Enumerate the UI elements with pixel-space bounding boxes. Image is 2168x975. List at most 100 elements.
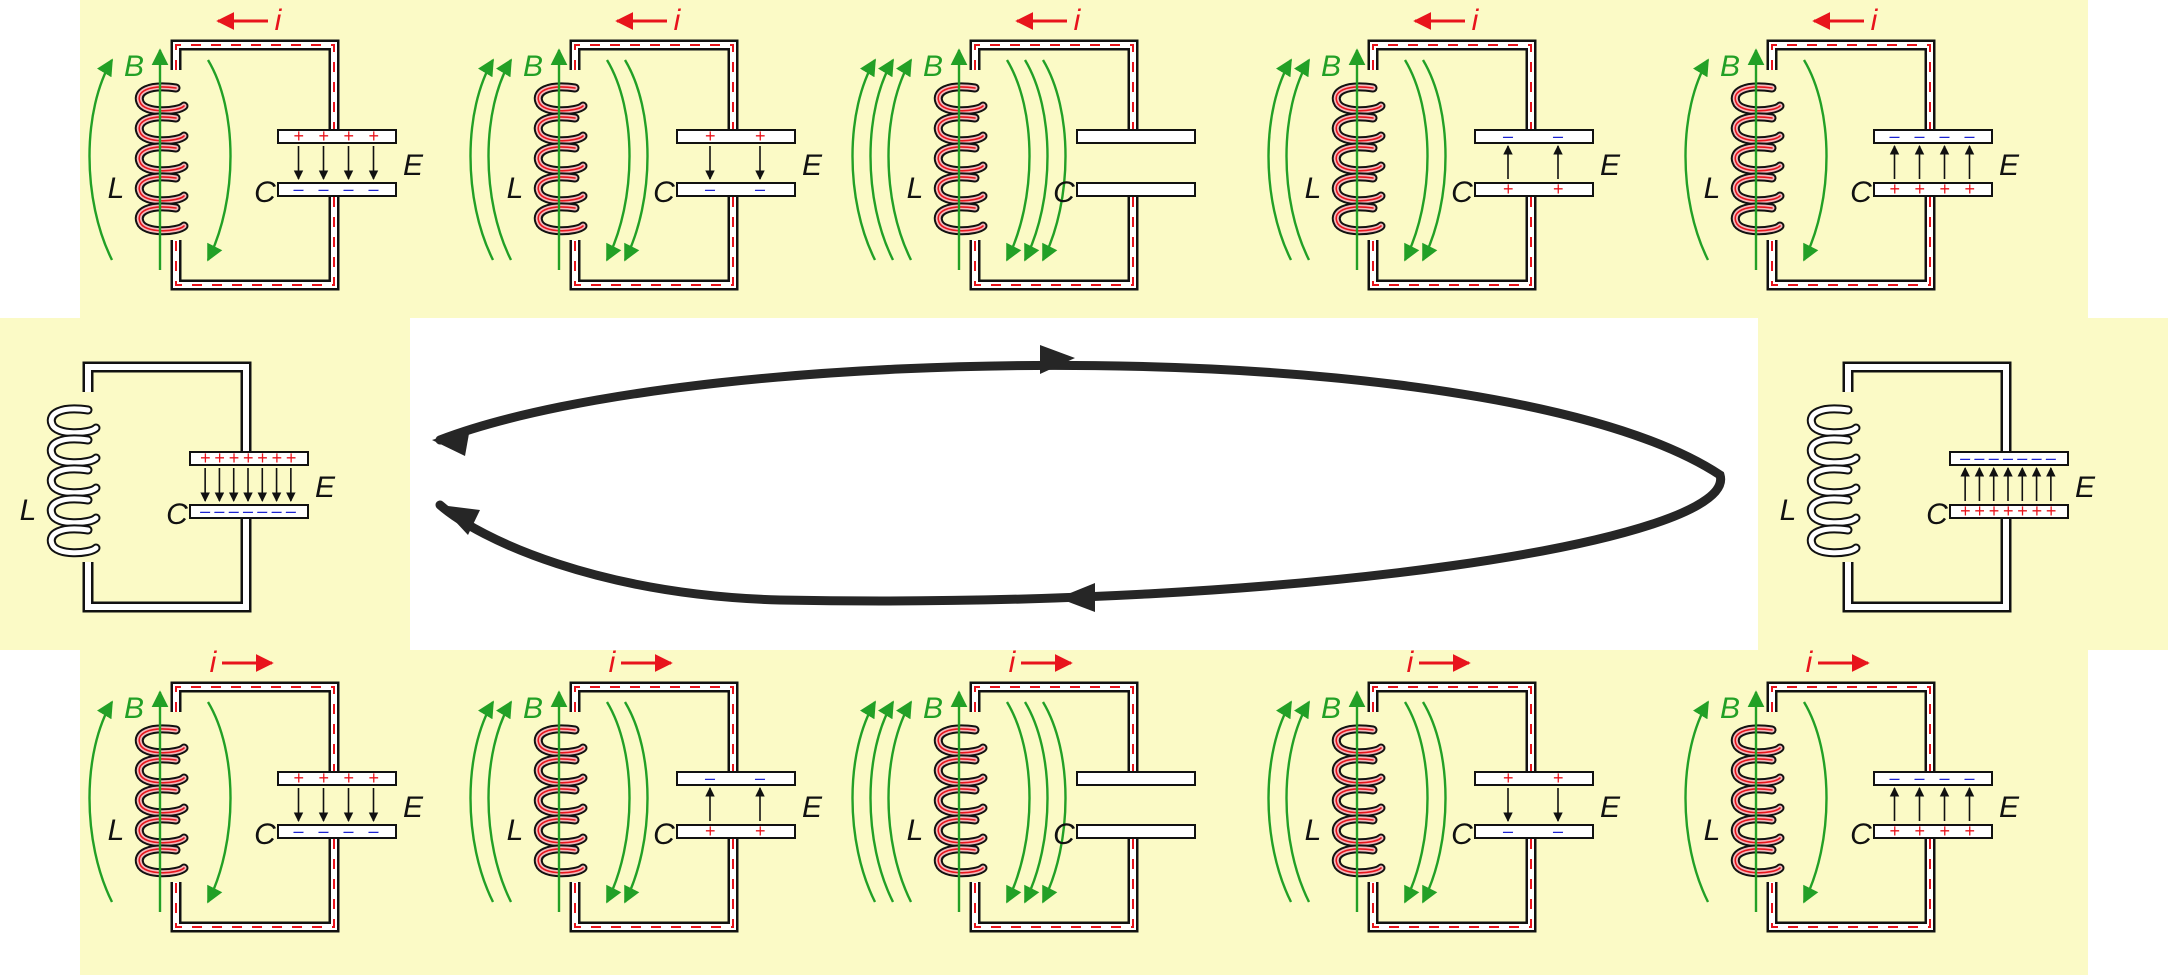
magnetic-field-lines <box>1684 690 1828 912</box>
charge-top: + <box>293 126 304 146</box>
current-label: i <box>1074 4 1082 37</box>
current-indicator: i <box>1413 4 1480 37</box>
charge-top: + <box>343 126 354 146</box>
capacitor: – + – + <box>676 768 796 841</box>
charge-top: – <box>1913 126 1925 146</box>
magnetic-field-lines <box>851 690 1067 912</box>
capacitor-plate-bottom <box>1949 504 2069 519</box>
capacitor: + – + – <box>676 126 796 199</box>
b-field-label: B <box>124 692 144 725</box>
capacitor-label: C <box>1451 818 1473 851</box>
current-indicator: i <box>1009 646 1073 679</box>
b-field-label: B <box>1321 50 1341 83</box>
e-field-label: E <box>403 791 424 824</box>
capacitor-label: C <box>254 818 276 851</box>
current-label: i <box>1407 646 1415 679</box>
b-field-label: B <box>923 692 943 725</box>
charge-top: – <box>1938 126 1950 146</box>
charge-bottom: – <box>199 501 211 521</box>
charge-top: + <box>1503 768 1514 788</box>
capacitor-label: C <box>1053 818 1075 851</box>
capacitor-plate-top <box>676 771 796 786</box>
charge-top: – <box>1973 448 1985 468</box>
bottom_row-circuit-0: B + – + – + – + – Ei L C <box>88 646 424 933</box>
inductor-coil <box>933 724 988 878</box>
capacitor-plate-top <box>1949 451 2069 466</box>
charge-top: – <box>2016 448 2028 468</box>
magnetic-field-lines <box>1684 48 1828 270</box>
charge-bottom: – <box>271 501 283 521</box>
capacitor-plate-top <box>1474 129 1594 144</box>
current-flow <box>1372 44 1532 286</box>
capacitor-plate-top <box>1873 129 1993 144</box>
current-flow <box>974 44 1134 286</box>
b-field-label: B <box>1720 50 1740 83</box>
side_states-circuit-0: +–+–+–+–+–+–+–EL C <box>20 361 336 613</box>
capacitor: – + – + – + – + – + – + – + <box>1949 448 2069 521</box>
charge-top: – <box>1913 768 1925 788</box>
inductor-label: L <box>1704 814 1721 847</box>
current-label: i <box>1009 646 1017 679</box>
charge-top: + <box>200 448 211 468</box>
charge-top: + <box>343 768 354 788</box>
current-label: i <box>1472 4 1480 37</box>
charge-top: – <box>704 768 716 788</box>
e-field-label: E <box>1600 791 1621 824</box>
current-label: i <box>1806 646 1814 679</box>
charge-bottom: + <box>1914 179 1925 199</box>
e-field-label: E <box>1999 791 2020 824</box>
capacitor: + – + – <box>1474 768 1594 841</box>
capacitor-plate-bottom <box>1873 824 1993 839</box>
current-label: i <box>609 646 617 679</box>
current-indicator: i <box>1015 4 1082 37</box>
current-indicator: i <box>615 4 682 37</box>
e-field-label: E <box>2075 471 2096 504</box>
current-indicator: i <box>210 646 274 679</box>
charge-bottom: – <box>242 501 254 521</box>
charge-bottom: – <box>1552 821 1564 841</box>
charge-top: + <box>228 448 239 468</box>
current-label: i <box>1871 4 1879 37</box>
charge-bottom: + <box>755 821 766 841</box>
capacitor: – + – + – + – + <box>1873 768 1993 841</box>
capacitor-plate-bottom <box>676 182 796 197</box>
capacitor-plate-top <box>676 129 796 144</box>
current-indicator: i <box>1812 4 1879 37</box>
capacitor <box>1076 771 1196 839</box>
charge-top: – <box>1552 126 1564 146</box>
capacitor-label: C <box>1850 818 1872 851</box>
cycle-ellipse <box>435 360 1726 606</box>
inductor-coil <box>134 82 189 236</box>
capacitor-plate-bottom <box>1873 182 1993 197</box>
capacitor-label: C <box>1451 176 1473 209</box>
current-label: i <box>210 646 218 679</box>
charge-bottom: + <box>2046 501 2057 521</box>
current-flow <box>574 44 734 286</box>
charge-top: + <box>1553 768 1564 788</box>
charge-bottom: + <box>1503 179 1514 199</box>
cycle-loop <box>432 345 1726 612</box>
capacitor-plate-bottom <box>1474 182 1594 197</box>
capacitor-plate-bottom <box>189 504 309 519</box>
charge-top: + <box>271 448 282 468</box>
top_row-circuit-3: B – + – + Ei L C <box>1267 4 1621 291</box>
charge-bottom: – <box>342 179 354 199</box>
capacitor-plate-top <box>1076 129 1196 144</box>
capacitor-label: C <box>653 176 675 209</box>
capacitor-plate-top <box>1873 771 1993 786</box>
charge-bottom: – <box>367 821 379 841</box>
charge-top: – <box>1959 448 1971 468</box>
capacitor-plate-top <box>1076 771 1196 786</box>
b-field-label: B <box>124 50 144 83</box>
charge-top: + <box>368 126 379 146</box>
charge-bottom: – <box>754 179 766 199</box>
cycle-arrowhead-top <box>1040 345 1075 374</box>
inductor-coil <box>1806 404 1861 558</box>
inductor-label: L <box>1305 814 1322 847</box>
current-flow <box>974 686 1134 928</box>
charge-top: – <box>2002 448 2014 468</box>
magnetic-field-lines <box>1267 690 1447 912</box>
b-field-label: B <box>1720 692 1740 725</box>
current-flow <box>175 686 335 928</box>
magnetic-field-lines <box>88 48 232 270</box>
